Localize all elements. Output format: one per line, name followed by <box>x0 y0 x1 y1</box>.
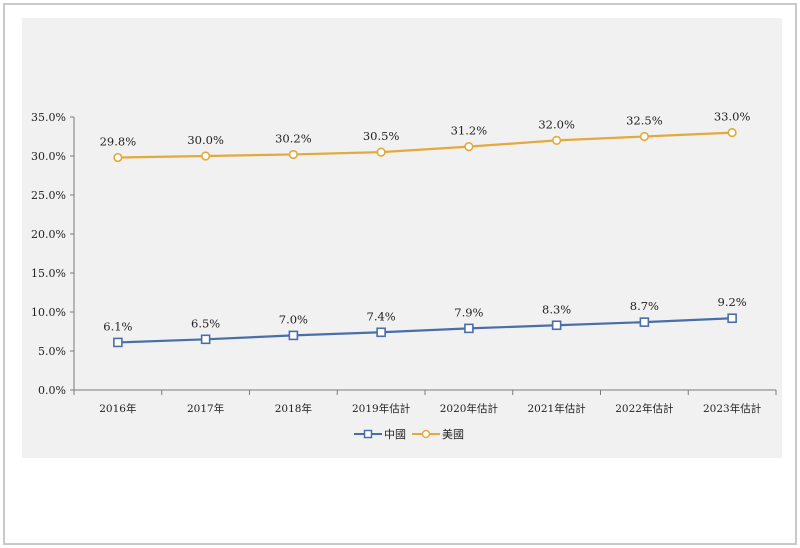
legend-marker <box>363 429 373 439</box>
series-line-美國 <box>117 131 733 159</box>
x-tick-label: 2023年估計 <box>703 402 762 415</box>
data-point-中國 <box>639 317 650 327</box>
y-tick-label: 5.0% <box>38 345 66 358</box>
y-tick-label: 30.0% <box>31 150 66 163</box>
data-label: 9.2% <box>718 295 747 309</box>
data-label: 30.5% <box>363 129 400 143</box>
data-label: 32.0% <box>538 117 575 131</box>
y-tick-label: 35.0% <box>31 111 66 124</box>
data-point-中國 <box>727 313 737 324</box>
x-tick-label: 2022年估計 <box>615 402 674 415</box>
legend-marker <box>421 429 431 439</box>
data-label: 7.4% <box>367 309 396 323</box>
data-label: 6.5% <box>191 316 220 330</box>
data-label: 8.3% <box>542 302 571 316</box>
data-point-美國 <box>376 147 386 157</box>
data-point-美國 <box>113 152 123 163</box>
x-tick-label: 2018年 <box>275 402 312 415</box>
y-tick-label: 25.0% <box>31 189 66 202</box>
data-point-美國 <box>201 151 211 161</box>
series-line-中國 <box>117 317 733 344</box>
data-label: 29.8% <box>100 135 137 149</box>
x-tick-label: 2021年估計 <box>528 402 587 415</box>
data-label: 30.0% <box>187 133 224 147</box>
data-label: 7.9% <box>454 305 483 319</box>
data-point-中國 <box>113 337 123 348</box>
data-label: 6.1% <box>103 319 132 333</box>
y-tick-label: 15.0% <box>31 267 66 280</box>
legend-label: 中國 <box>384 428 406 441</box>
chart-background <box>22 18 782 458</box>
x-tick-label: 2020年估計 <box>440 402 499 415</box>
data-point-美國 <box>727 128 737 138</box>
data-point-中國 <box>464 323 474 334</box>
data-label: 32.5% <box>626 114 663 128</box>
y-tick-label: 0.0% <box>38 384 66 397</box>
data-label: 8.7% <box>630 299 659 313</box>
data-label: 30.2% <box>275 131 312 145</box>
data-point-中國 <box>200 334 211 345</box>
data-point-中國 <box>376 327 386 338</box>
data-point-中國 <box>288 330 299 341</box>
y-tick-label: 20.0% <box>31 228 66 241</box>
x-tick-label: 2017年 <box>187 402 224 415</box>
y-tick-label: 10.0% <box>31 306 66 319</box>
x-tick-label: 2019年估計 <box>352 402 411 415</box>
data-point-美國 <box>464 142 474 152</box>
data-label: 33.0% <box>714 110 751 124</box>
x-tick-label: 2016年 <box>99 402 136 415</box>
data-point-美國 <box>288 149 298 160</box>
data-point-美國 <box>639 131 649 142</box>
data-point-中國 <box>551 320 562 331</box>
data-label: 31.2% <box>451 124 488 138</box>
data-label: 7.0% <box>279 312 308 326</box>
legend-label: 美國 <box>442 428 464 441</box>
data-point-美國 <box>552 135 562 145</box>
